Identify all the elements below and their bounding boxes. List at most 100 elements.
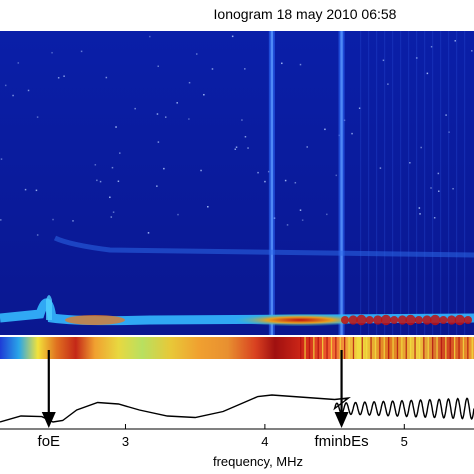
echo-dot	[397, 315, 407, 325]
echo-dot	[447, 315, 457, 325]
noise-speckle	[157, 65, 159, 68]
echo-dot	[373, 315, 383, 325]
echo-dot	[405, 314, 416, 326]
noise-speckle	[257, 171, 259, 174]
noise-speckle	[419, 213, 421, 215]
x-tick-label: 3	[122, 434, 129, 449]
noise-speckle	[157, 141, 160, 143]
noise-speckle	[111, 166, 114, 169]
echo-dot	[365, 316, 374, 324]
noise-speckle	[36, 234, 39, 236]
echo-blob	[235, 314, 365, 326]
noise-speckle	[119, 152, 121, 154]
noise-speckle	[203, 93, 205, 96]
noise-speckle	[57, 77, 60, 79]
noise-speckle	[72, 220, 74, 222]
strip-line	[410, 337, 412, 359]
echo-dot	[341, 316, 349, 324]
noise-speckle	[430, 45, 433, 48]
noise-speckle	[207, 205, 209, 208]
strip-line	[471, 337, 473, 359]
strip-line	[396, 337, 399, 359]
strip-line	[300, 337, 302, 359]
noise-speckle	[247, 147, 249, 149]
strip-line	[361, 337, 363, 359]
noise-speckle	[0, 158, 3, 160]
noise-speckle	[358, 107, 361, 109]
noise-speckle	[105, 76, 108, 79]
noise-speckle	[200, 169, 202, 172]
strip-line	[330, 337, 333, 359]
noise-speckle	[418, 207, 421, 209]
annotation-arrow-head	[334, 412, 349, 428]
noise-speckle	[448, 131, 450, 133]
noise-speckle	[286, 224, 289, 226]
noise-speckle	[437, 172, 440, 175]
chart-title: Ionogram 18 may 2010 06:58	[214, 6, 397, 22]
noise-speckle	[299, 209, 302, 211]
ionogram-panel	[0, 31, 474, 335]
noise-speckle	[109, 196, 111, 199]
vertical-line-faint	[448, 31, 450, 335]
annotation-label: foE	[38, 433, 61, 450]
vertical-line-faint	[384, 31, 386, 335]
vertical-line-core	[340, 31, 343, 335]
noise-speckle	[235, 146, 238, 148]
strip-line	[462, 337, 465, 359]
strip-line	[440, 337, 443, 359]
noise-speckle	[188, 118, 190, 120]
echo-blob	[65, 315, 125, 325]
ionogram-background	[0, 31, 474, 335]
annotations: foE fminbEs	[38, 350, 369, 450]
amplitude-strip-lines	[300, 337, 473, 359]
noise-speckle	[134, 107, 136, 110]
vertical-line-faint	[360, 31, 362, 335]
vertical-line-faint	[456, 31, 458, 335]
noise-speckle	[176, 102, 178, 104]
vertical-interference-lines	[268, 31, 466, 335]
strip-line	[418, 337, 421, 359]
echo-dot	[430, 314, 441, 326]
annotation-fminbEs: fminbEs	[314, 350, 369, 450]
noise-speckle	[438, 190, 440, 192]
noise-speckle	[430, 187, 432, 189]
upper-echo-trace	[53, 235, 474, 258]
noise-speckle	[27, 89, 30, 92]
noise-speckle	[281, 62, 283, 65]
noise-speckle	[420, 146, 422, 149]
strip-line	[326, 337, 328, 359]
strip-line	[308, 337, 311, 359]
strip-line	[313, 337, 315, 359]
noise-speckle	[299, 63, 302, 66]
noise-speckle	[324, 128, 326, 131]
noise-speckle	[326, 213, 328, 216]
noise-speckle	[284, 179, 287, 182]
noise-speckle	[147, 232, 150, 234]
strip-line	[388, 337, 390, 359]
strip-line	[445, 337, 447, 359]
noise-speckle	[177, 213, 179, 216]
noise-speckle	[301, 219, 304, 221]
vertical-line-faint	[432, 31, 434, 335]
noise-speckle	[241, 119, 243, 121]
noise-speckle	[454, 40, 457, 42]
vertical-line-faint	[416, 31, 418, 335]
noise-speckle	[51, 51, 53, 54]
x-axis-ticks: 3 4 5	[122, 424, 408, 449]
noise-speckle	[211, 68, 214, 70]
noise-speckle	[445, 114, 447, 116]
strip-line	[458, 337, 460, 359]
strip-line	[352, 337, 355, 359]
noise-speckle	[351, 132, 353, 135]
strip-line	[317, 337, 319, 359]
strip-line	[374, 337, 377, 359]
strip-line	[322, 337, 324, 359]
noise-speckle	[17, 62, 20, 64]
noise-speckle	[387, 83, 389, 85]
noise-speckle	[433, 217, 436, 219]
noise-speckle	[24, 188, 27, 191]
noise-speckle	[426, 72, 429, 75]
strip-line	[383, 337, 385, 359]
noise-speckle	[264, 180, 266, 183]
